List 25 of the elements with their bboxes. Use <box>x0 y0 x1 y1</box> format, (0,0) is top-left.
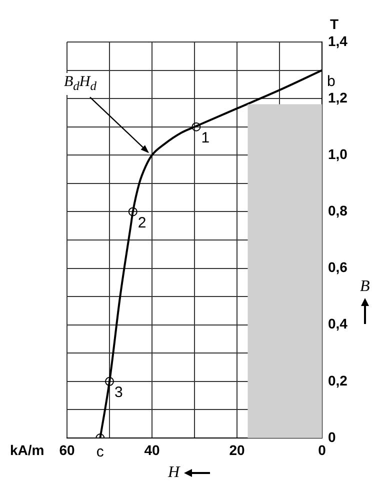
y-tick-label: 0,8 <box>328 202 348 219</box>
point <box>128 207 138 216</box>
point <box>105 376 114 386</box>
x-axis-title: H <box>168 464 180 482</box>
y-tick-label: 0,6 <box>328 259 348 276</box>
y-tick-label: 1,2 <box>328 89 348 106</box>
x-tick-label: 20 <box>229 442 245 458</box>
annotation: 3 <box>114 384 123 402</box>
y-tick-label: 1,0 <box>328 146 348 162</box>
point <box>192 122 201 132</box>
annotation: b <box>327 72 336 90</box>
x-tick-label: 60 <box>59 442 75 458</box>
y-tick-label: 0,2 <box>328 372 348 388</box>
x-tick-label: 0 <box>318 442 326 458</box>
annotation: 1 <box>201 130 210 146</box>
annotation: c <box>96 444 104 461</box>
annotation: 2 <box>138 214 146 232</box>
y-axis-title: B <box>360 278 370 296</box>
y-tick-label: 0,4 <box>328 316 348 332</box>
x-tick-label: 40 <box>144 442 160 458</box>
y-tick-label: 0 <box>328 428 336 445</box>
text: kA/m <box>10 442 44 458</box>
text: T <box>330 16 339 32</box>
y-tick-label: 1,4 <box>328 32 348 49</box>
annotation: B$_{d}$H$_{d}$ <box>62 73 99 96</box>
